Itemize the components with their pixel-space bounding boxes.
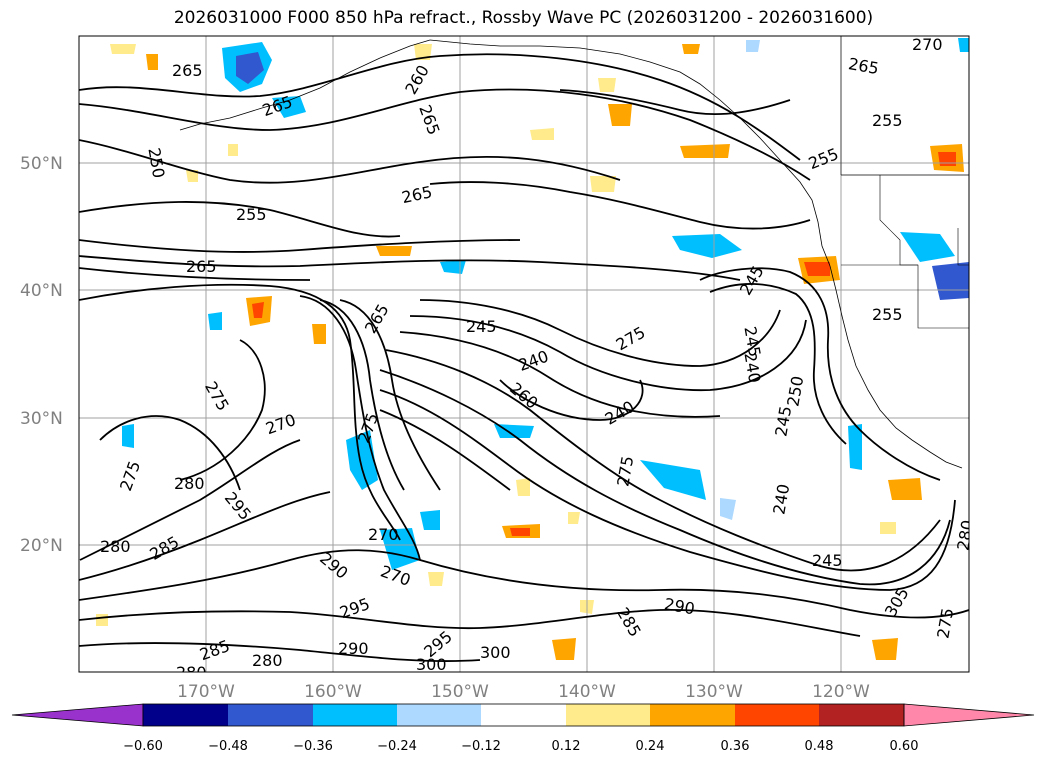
anomaly-blue-patch — [208, 312, 222, 330]
colorbar-tick: 0.60 — [890, 739, 919, 754]
lon-label-120w: 120°W — [812, 682, 870, 702]
map-title: 2026031000 F000 850 hPa refract., Rossby… — [173, 8, 874, 28]
anomaly-yellow-patch — [568, 512, 580, 524]
anomaly-orange-patch — [146, 54, 158, 70]
anomaly-blue-patch — [420, 510, 440, 530]
anomaly-yellow-patch — [598, 78, 616, 92]
longitude-labels: 170°W 160°W 150°W 140°W 130°W 120°W — [177, 682, 870, 702]
anomaly-orange-patch — [608, 104, 632, 126]
colorbar-frame — [142, 703, 905, 727]
colorbar-tick: −0.12 — [461, 739, 501, 754]
anomaly-orange-patch — [552, 638, 576, 660]
colorbar-extend-low — [11, 703, 144, 727]
colorbar-bin — [313, 704, 397, 726]
contour-label: 280 — [100, 537, 131, 556]
anomaly-yellow-patch — [590, 176, 616, 192]
anomaly-red-patch — [938, 152, 956, 166]
anomaly-orange-patch — [888, 478, 922, 500]
lon-label-130w: 130°W — [685, 682, 743, 702]
anomaly-blue-patch — [720, 498, 736, 520]
contour-label: 280 — [174, 474, 205, 493]
colorbar-bin — [650, 704, 735, 726]
colorbar-tick: −0.24 — [377, 739, 417, 754]
anomaly-orange-patch — [680, 144, 730, 158]
lat-label-50n: 50°N — [20, 154, 63, 174]
anomaly-darkblue-patch — [236, 52, 264, 84]
colorbar-bin — [397, 704, 481, 726]
latitude-labels: 50°N 40°N 30°N 20°N — [20, 154, 63, 556]
anomaly-blue-patch — [672, 234, 742, 258]
contour-label: 245 — [466, 317, 497, 336]
contour-label: 300 — [480, 643, 511, 662]
colorbar-extend-high — [903, 703, 1035, 727]
colorbar-tick: 0.24 — [636, 739, 665, 754]
anomaly-yellow-patch — [682, 44, 700, 54]
contour-label: 280 — [176, 663, 207, 682]
lat-label-30n: 30°N — [20, 409, 63, 429]
anomaly-yellow-patch — [530, 128, 554, 140]
lat-label-20n: 20°N — [20, 536, 63, 556]
colorbar: −0.60 −0.48 −0.36 −0.24 −0.12 0.12 0.24 … — [11, 703, 1035, 754]
contour-label: 280 — [252, 651, 283, 670]
anomaly-red-patch — [252, 302, 264, 318]
anomaly-orange-patch — [872, 638, 898, 660]
anomaly-yellow-patch — [110, 44, 136, 54]
contour-label: 255 — [872, 111, 903, 130]
anomaly-blue-patch — [494, 424, 534, 438]
colorbar-bin — [481, 704, 566, 726]
contour-label: 280 — [953, 519, 977, 552]
lon-label-140w: 140°W — [558, 682, 616, 702]
anomaly-red-patch — [510, 528, 530, 536]
contour-label: 265 — [172, 61, 203, 80]
refractivity-contours — [79, 53, 969, 662]
contour-label: 245 — [812, 551, 843, 570]
contour-label: 270 — [368, 525, 399, 544]
anomaly-blue-patch — [640, 460, 706, 500]
coastlines — [179, 36, 969, 469]
contour-label: 265 — [186, 257, 217, 276]
colorbar-tick: 0.36 — [721, 739, 750, 754]
colorbar-tick: 0.48 — [805, 739, 834, 754]
anomaly-blue-patch — [848, 424, 862, 470]
anomaly-orange-patch — [312, 324, 326, 344]
anomaly-blue-patch — [272, 96, 306, 118]
colorbar-bin — [735, 704, 819, 726]
colorbar-bin — [228, 704, 313, 726]
colorbar-tick: 0.12 — [552, 739, 581, 754]
colorbar-bin — [566, 704, 650, 726]
contour-label: 300 — [416, 655, 447, 674]
anomaly-blue-patch — [746, 40, 760, 52]
anomaly-yellow-patch — [880, 522, 896, 534]
colorbar-tick: −0.48 — [208, 739, 248, 754]
contour-label: 255 — [236, 205, 267, 224]
anomaly-blue-patch — [900, 232, 955, 262]
colorbar-bin — [819, 704, 904, 726]
anomaly-blue-patch — [958, 38, 969, 52]
colorbar-bin — [143, 704, 228, 726]
anomaly-red-patch — [804, 262, 830, 276]
anomaly-yellow-patch — [414, 44, 432, 60]
contour-label: 290 — [338, 639, 369, 658]
lon-label-170w: 170°W — [177, 682, 235, 702]
lat-label-40n: 40°N — [20, 281, 63, 301]
colorbar-tick: −0.36 — [293, 739, 333, 754]
anomaly-yellow-patch — [228, 144, 238, 156]
anomaly-yellow-patch — [428, 572, 444, 586]
contour-label: 270 — [912, 35, 943, 54]
anomaly-orange-patch — [376, 246, 412, 256]
anomaly-blue-patch — [122, 424, 134, 448]
anomaly-yellow-patch — [516, 478, 530, 496]
contour-label: 255 — [872, 305, 903, 324]
colorbar-tick: −0.60 — [123, 739, 163, 754]
lon-label-160w: 160°W — [304, 682, 362, 702]
lon-label-150w: 150°W — [431, 682, 489, 702]
anomaly-yellow-patch — [96, 614, 108, 626]
anomaly-yellow-patch — [186, 170, 198, 182]
plot-frame — [78, 35, 970, 673]
anomaly-blue-patch — [380, 528, 420, 570]
